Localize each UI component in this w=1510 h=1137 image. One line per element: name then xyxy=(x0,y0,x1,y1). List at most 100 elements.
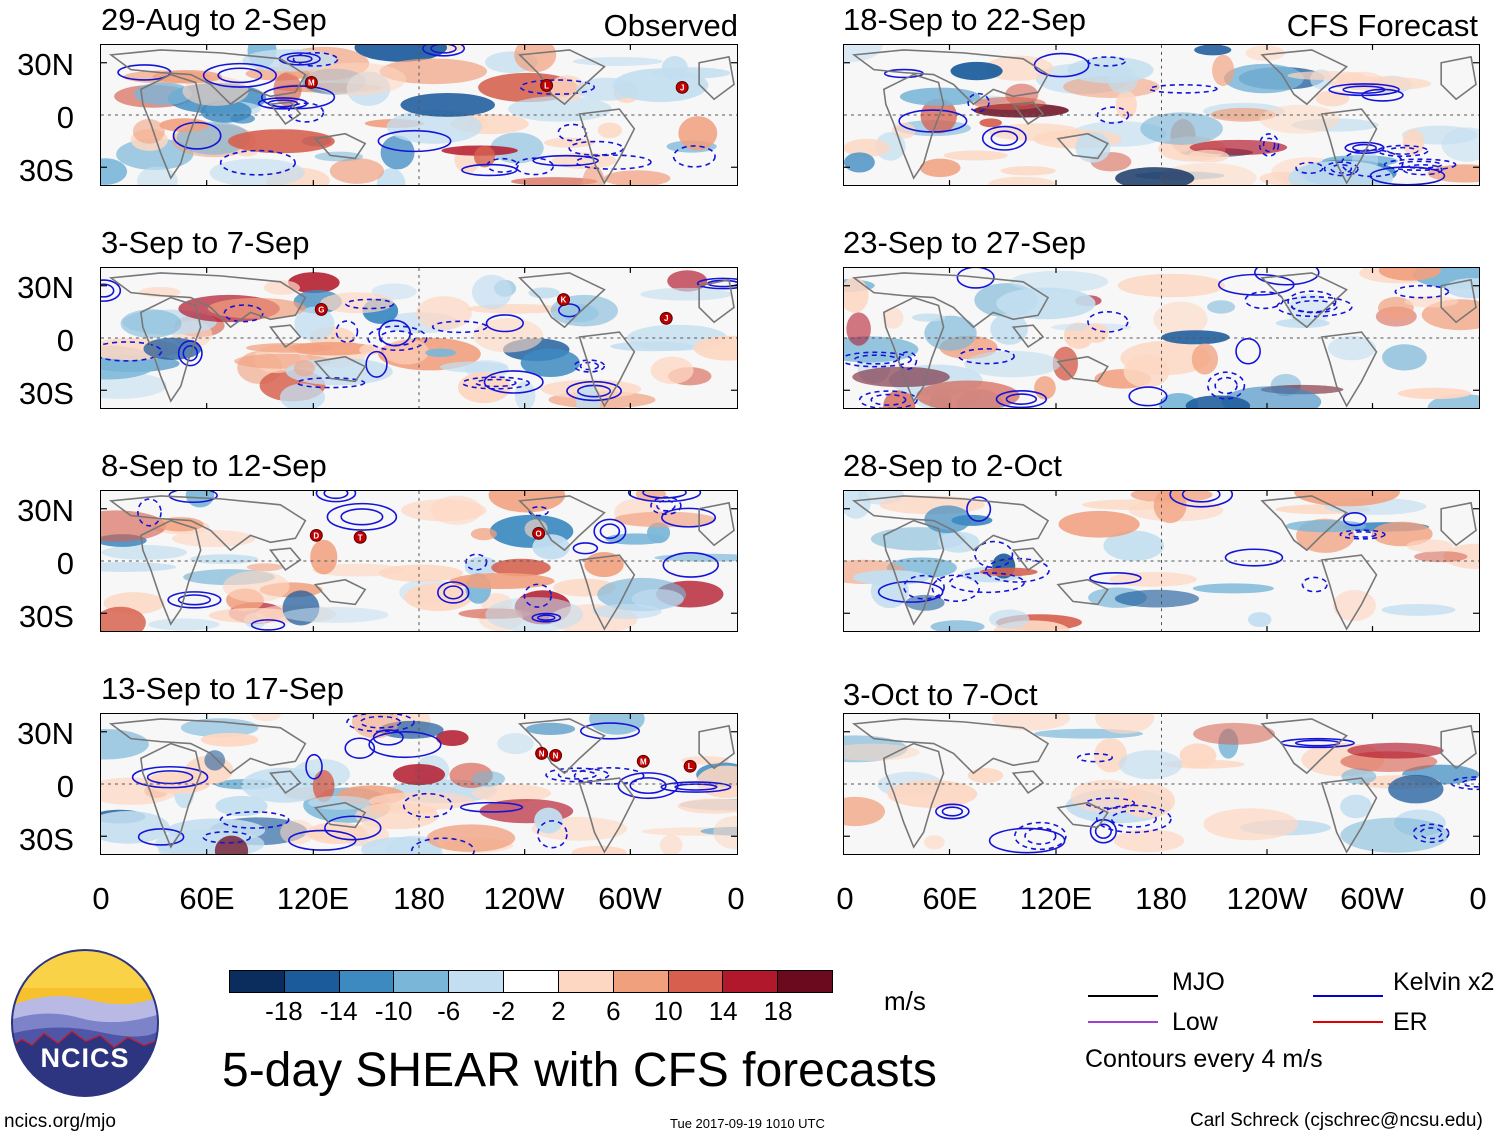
svg-text:L: L xyxy=(688,762,693,771)
lon-label: 60E xyxy=(922,881,978,916)
colorbar-tick-label: -2 xyxy=(491,996,516,1026)
footer-timestamp: Tue 2017-09-19 1010 UTC xyxy=(670,1116,825,1131)
colorbar-swatch xyxy=(339,971,395,992)
panel-title-fc-1: 18-Sep to 22-Sep xyxy=(843,2,1087,37)
lat-label-30s: 30S xyxy=(18,822,74,857)
map-panel-forecast-4 xyxy=(843,713,1480,855)
legend-label-kelvin: Kelvin x2 xyxy=(1393,968,1495,996)
lon-label: 180 xyxy=(1135,881,1187,916)
legend-line-mjo xyxy=(1088,995,1158,997)
footer-url[interactable]: ncics.org/mjo xyxy=(4,1111,116,1132)
lon-label: 120E xyxy=(276,881,350,916)
lat-label-eq: 0 xyxy=(56,546,74,581)
forecast-header: CFS Forecast xyxy=(1286,8,1478,43)
lat-label-30s: 30S xyxy=(18,599,74,634)
lon-label: 60W xyxy=(598,881,662,916)
colorbar-tick-label: -14 xyxy=(320,996,358,1026)
colorbar-swatch xyxy=(668,971,724,992)
colorbar-swatch xyxy=(394,971,450,992)
svg-text:M: M xyxy=(308,78,315,87)
colorbar-tick-label: 6 xyxy=(606,996,621,1026)
lat-label-30n: 30N xyxy=(17,716,74,751)
shear-field-map xyxy=(844,45,1479,185)
lat-label-eq: 0 xyxy=(56,323,74,358)
colorbar-tick-label: -10 xyxy=(374,996,413,1026)
lon-label: 180 xyxy=(393,881,445,916)
svg-text:M: M xyxy=(640,757,647,766)
svg-text:D: D xyxy=(313,531,319,540)
svg-text:O: O xyxy=(536,529,542,538)
storm-marker: G xyxy=(314,303,328,316)
legend-label-low: Low xyxy=(1172,1008,1218,1036)
colorbar-swatch xyxy=(723,971,779,992)
storm-marker: T xyxy=(353,530,367,544)
lon-label: 60W xyxy=(1340,881,1404,916)
lon-label: 120E xyxy=(1019,881,1093,916)
panel-title-obs-2: 3-Sep to 7-Sep xyxy=(101,225,310,260)
storm-marker: L xyxy=(540,79,554,92)
map-panel-observed-2: G K J xyxy=(100,267,738,409)
storm-marker: L xyxy=(683,759,697,773)
colorbar-swatch xyxy=(504,971,559,992)
lat-label-30n: 30N xyxy=(17,47,74,82)
colorbar-tick-label: 14 xyxy=(708,996,738,1026)
lat-label-eq: 0 xyxy=(56,769,74,804)
colorbar-swatch xyxy=(613,971,669,992)
lon-label: 120W xyxy=(483,881,565,916)
svg-text:K: K xyxy=(561,296,567,305)
colorbar-tick-label: 2 xyxy=(551,996,566,1026)
lon-label: 0 xyxy=(727,881,745,916)
storm-marker: J xyxy=(675,80,689,94)
legend-line-kelvin xyxy=(1313,995,1383,997)
legend-label-mjo: MJO xyxy=(1172,968,1225,996)
lat-label-30s: 30S xyxy=(18,153,74,188)
storm-marker: D xyxy=(309,528,323,542)
map-panel-forecast-2 xyxy=(843,267,1480,409)
logo-text: NCICS xyxy=(40,1043,130,1073)
storm-marker: N xyxy=(549,749,563,762)
shear-field-map xyxy=(844,491,1479,631)
colorbar xyxy=(229,970,833,993)
colorbar-swatch xyxy=(558,971,614,992)
lon-label: 0 xyxy=(1469,881,1487,916)
panel-title-fc-3: 28-Sep to 2-Oct xyxy=(843,448,1062,483)
storm-marker: N xyxy=(535,747,549,760)
svg-text:J: J xyxy=(664,314,668,323)
lat-label-30n: 30N xyxy=(17,493,74,528)
lon-label: 120W xyxy=(1226,881,1308,916)
shear-field-map xyxy=(844,714,1479,854)
colorbar-tick-label: -6 xyxy=(437,996,461,1026)
colorbar-tick-label: 18 xyxy=(763,996,793,1026)
svg-text:G: G xyxy=(318,305,324,314)
observed-header: Observed xyxy=(603,8,738,43)
contour-note: Contours every 4 m/s xyxy=(1085,1045,1323,1073)
panel-title-fc-4: 3-Oct to 7-Oct xyxy=(843,677,1038,712)
lat-label-30s: 30S xyxy=(18,376,74,411)
storm-marker: K xyxy=(557,293,571,306)
svg-text:T: T xyxy=(358,533,363,542)
map-panel-forecast-1 xyxy=(843,44,1480,186)
colorbar-unit: m/s xyxy=(884,986,926,1016)
ncics-logo[interactable]: NCICS xyxy=(10,948,160,1098)
storm-marker: J xyxy=(659,311,673,325)
lat-label-eq: 0 xyxy=(56,100,74,135)
storm-marker: M xyxy=(636,754,650,768)
legend-line-er xyxy=(1313,1021,1383,1023)
colorbar-swatch xyxy=(230,971,285,992)
main-title: 5-day SHEAR with CFS forecasts xyxy=(222,1044,937,1097)
panel-title-obs-3: 8-Sep to 12-Sep xyxy=(101,448,327,483)
panel-title-fc-2: 23-Sep to 27-Sep xyxy=(843,225,1087,260)
panel-title-obs-1: 29-Aug to 2-Sep xyxy=(101,2,327,37)
shear-field-map: G K J xyxy=(101,268,737,408)
lon-label: 60E xyxy=(179,881,235,916)
map-panel-forecast-3 xyxy=(843,490,1480,632)
shear-field-map xyxy=(844,268,1479,408)
storm-marker: M xyxy=(304,76,318,89)
svg-text:L: L xyxy=(544,81,549,90)
colorbar-swatch xyxy=(778,971,832,992)
